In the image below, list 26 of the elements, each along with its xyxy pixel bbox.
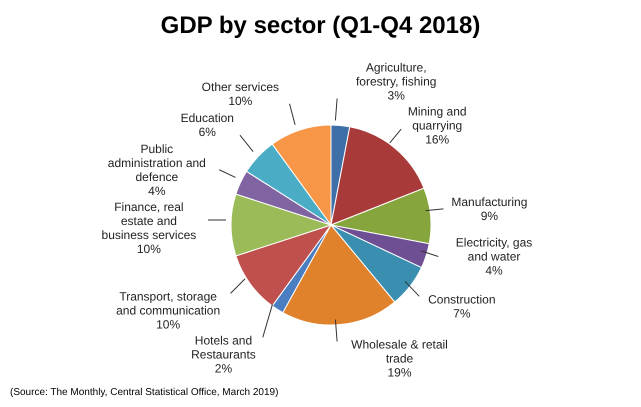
data-label: 9% bbox=[480, 208, 498, 223]
slice-label: Public administration and defence bbox=[108, 142, 206, 184]
slice-label: Transport, storage and communication bbox=[116, 289, 220, 318]
data-label: 7% bbox=[453, 306, 471, 320]
chart-title: GDP by sector (Q1-Q4 2018) bbox=[160, 12, 482, 40]
slice-label: Hotels and Restaurants bbox=[191, 333, 256, 362]
data-label: 10% bbox=[136, 242, 162, 256]
slice-label: Finance, real estate and business services bbox=[102, 200, 196, 242]
data-label: 6% bbox=[198, 125, 216, 140]
data-label: 10% bbox=[156, 317, 180, 332]
data-label: 3% bbox=[388, 88, 406, 103]
data-label: 16% bbox=[425, 132, 450, 147]
data-label: 2% bbox=[214, 361, 232, 376]
slice-label: Agriculture, forestry, fishing bbox=[356, 60, 436, 89]
slice-label: Education bbox=[180, 111, 234, 126]
slice-label: Construction bbox=[428, 292, 496, 306]
data-label: 10% bbox=[228, 94, 253, 108]
slice-label: Mining and quarrying bbox=[408, 104, 467, 133]
slice-label: Other services bbox=[202, 80, 280, 94]
data-label: 4% bbox=[148, 184, 166, 198]
data-label: 19% bbox=[387, 365, 412, 380]
slice-label: Wholesale & retail trade bbox=[351, 337, 448, 366]
text: (Source: The Monthly, Central Statistical Office, March 2019) bbox=[10, 387, 278, 398]
data-label: 4% bbox=[485, 263, 504, 278]
slice-label: Manufacturing bbox=[451, 194, 528, 209]
slice-label: Electricity, gas and water bbox=[456, 235, 532, 264]
